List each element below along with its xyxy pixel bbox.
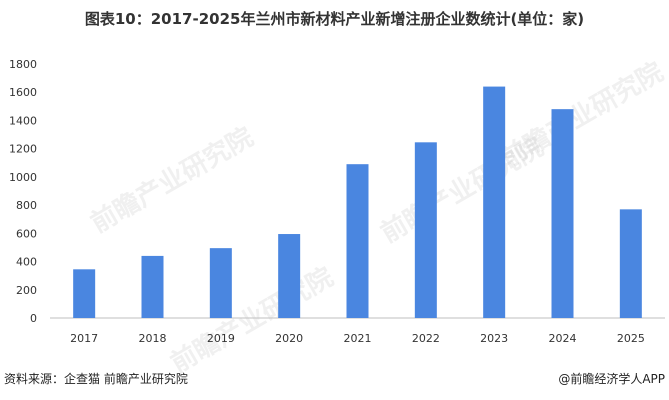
- y-tick-label: 1200: [9, 143, 37, 156]
- chart-title: 图表10：2017-2025年兰州市新材料产业新增注册企业数统计(单位：家): [84, 10, 585, 28]
- bar-2025: [619, 209, 642, 318]
- x-tick-label: 2022: [412, 332, 440, 345]
- bar-2023: [483, 86, 506, 318]
- y-tick-label: 1800: [9, 58, 37, 71]
- bar-2018: [141, 255, 164, 318]
- footer: 资料来源：企查猫 前瞻产业研究院 @前瞻经济学人APP: [4, 370, 665, 390]
- x-tick-label: 2017: [70, 332, 98, 345]
- y-tick-label: 600: [16, 227, 37, 240]
- x-tick-label: 2020: [275, 332, 303, 345]
- x-tick-label: 2018: [139, 332, 167, 345]
- bar-2021: [346, 164, 369, 318]
- x-tick-label: 2021: [344, 332, 372, 345]
- bar-2020: [278, 234, 301, 318]
- x-tick-label: 2019: [207, 332, 235, 345]
- y-tick-label: 1400: [9, 114, 37, 127]
- source-note: 资料来源：企查猫 前瞻产业研究院: [4, 372, 188, 386]
- bar-2022: [414, 142, 437, 318]
- x-tick-label: 2025: [617, 332, 645, 345]
- y-tick-label: 1600: [9, 86, 37, 99]
- y-tick-label: 0: [30, 312, 37, 325]
- bar-chart: 0 200 400 600 800 1000 1200 1400 1600 1800 2017 201…: [9, 58, 665, 345]
- x-tick-label: 2024: [549, 332, 577, 345]
- bar-2024: [551, 109, 574, 319]
- bar-2017: [73, 269, 96, 318]
- y-tick-label: 400: [16, 256, 37, 269]
- x-tick-label: 2023: [480, 332, 508, 345]
- y-tick-label: 1000: [9, 171, 37, 184]
- y-tick-label: 800: [16, 199, 37, 212]
- credit-note: @前瞻经济学人APP: [558, 372, 665, 386]
- y-tick-label: 200: [16, 284, 37, 297]
- bar-2019: [209, 248, 232, 318]
